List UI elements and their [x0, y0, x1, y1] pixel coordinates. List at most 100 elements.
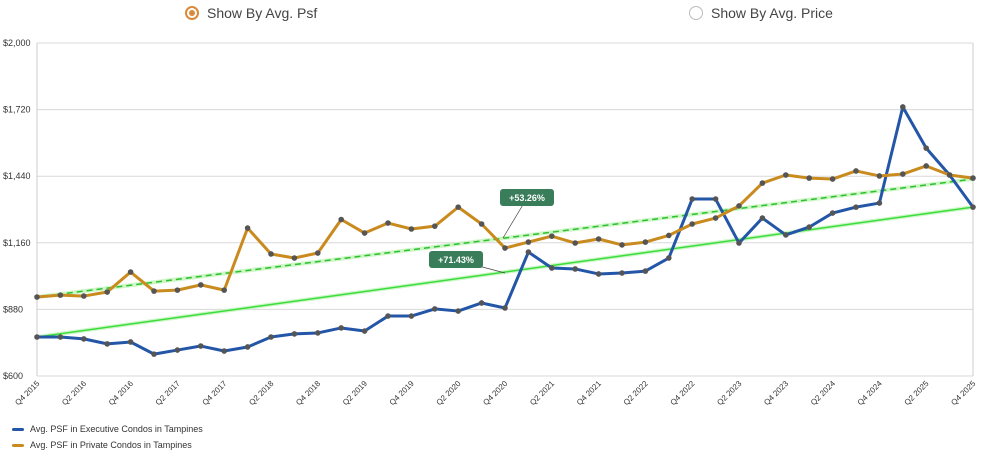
x-tick-label: Q4 2021 — [575, 379, 603, 407]
trendline — [36, 206, 974, 338]
data-point — [876, 200, 883, 206]
data-point — [642, 239, 649, 245]
radio-selected-icon[interactable] — [185, 6, 199, 20]
data-point — [81, 293, 87, 299]
data-point — [642, 268, 649, 274]
x-tick-label: Q2 2023 — [715, 379, 743, 407]
radio-unselected-icon[interactable] — [689, 6, 703, 20]
data-point — [221, 287, 227, 293]
show-by-price-radio[interactable]: Show By Avg. Price — [689, 5, 833, 21]
data-point — [198, 343, 204, 349]
show-by-price-label: Show By Avg. Price — [711, 5, 833, 21]
x-tick-label: Q2 2025 — [903, 379, 931, 407]
data-point — [525, 249, 532, 255]
data-point — [198, 282, 204, 288]
data-point — [455, 308, 462, 314]
data-point — [104, 341, 110, 347]
data-point — [806, 175, 812, 181]
data-point — [783, 232, 789, 238]
data-point — [127, 269, 134, 275]
data-point — [478, 300, 485, 306]
data-point — [970, 204, 976, 210]
x-tick-label: Q4 2023 — [762, 379, 790, 407]
data-point — [549, 233, 555, 239]
data-point — [595, 271, 602, 277]
y-tick-label: $2,000 — [3, 38, 31, 48]
data-point — [923, 163, 929, 169]
data-point — [57, 292, 64, 298]
data-point — [151, 351, 157, 357]
data-point — [689, 196, 695, 202]
x-tick-label: Q4 2022 — [669, 379, 697, 407]
x-tick-label: Q4 2025 — [949, 379, 977, 407]
data-point — [970, 175, 976, 181]
legend-label: Avg. PSF in Private Condos in Tampines — [30, 440, 192, 450]
data-point — [81, 336, 87, 342]
data-point — [361, 230, 368, 236]
data-point — [853, 204, 859, 210]
show-by-psf-radio[interactable]: Show By Avg. Psf — [185, 5, 317, 21]
legend-swatch-orange — [12, 443, 24, 447]
x-tick-label: Q4 2015 — [13, 379, 41, 407]
legend-label: Avg. PSF in Executive Condos in Tampines — [30, 424, 203, 434]
x-tick-label: Q4 2024 — [856, 379, 884, 407]
data-point — [268, 334, 274, 340]
x-tick-label: Q2 2022 — [622, 379, 650, 407]
data-point — [34, 334, 40, 340]
legend-item-private[interactable]: Avg. PSF in Private Condos in Tampines — [12, 440, 192, 450]
x-tick-label: Q4 2018 — [294, 379, 322, 407]
annotation-box — [429, 251, 483, 268]
legend-swatch-blue — [12, 427, 24, 431]
data-point — [572, 240, 578, 246]
data-point — [244, 344, 251, 350]
data-point — [783, 172, 789, 178]
data-point — [174, 287, 181, 293]
data-point — [736, 203, 742, 209]
data-point — [338, 325, 345, 331]
data-point — [619, 270, 625, 276]
data-point — [946, 172, 953, 178]
data-point — [221, 348, 227, 354]
data-point — [478, 221, 485, 227]
data-point — [806, 224, 812, 230]
data-point — [666, 255, 672, 261]
data-point — [759, 180, 766, 186]
data-point — [666, 232, 672, 239]
data-point — [104, 289, 110, 295]
data-point — [268, 251, 274, 257]
x-tick-label: Q2 2020 — [435, 379, 463, 407]
legend-item-executive[interactable]: Avg. PSF in Executive Condos in Tampines — [12, 424, 203, 434]
data-point — [127, 339, 134, 345]
x-tick-label: Q2 2018 — [247, 379, 275, 407]
data-point — [829, 176, 836, 182]
x-tick-label: Q2 2019 — [341, 379, 369, 407]
trendline — [36, 178, 974, 298]
annotation-box — [500, 189, 554, 206]
data-point — [619, 242, 625, 248]
data-point — [151, 288, 157, 294]
data-point — [759, 215, 766, 221]
data-point — [408, 226, 415, 232]
data-point — [853, 168, 859, 174]
data-point — [291, 255, 298, 261]
data-point — [361, 328, 368, 334]
x-tick-label: Q2 2021 — [528, 379, 556, 407]
data-point — [57, 334, 64, 340]
data-point — [34, 294, 40, 300]
data-point — [549, 265, 555, 271]
data-point — [712, 196, 719, 202]
show-by-psf-label: Show By Avg. Psf — [207, 5, 318, 21]
data-point — [900, 171, 906, 177]
data-point — [712, 215, 719, 221]
y-tick-label: $1,720 — [3, 105, 31, 115]
data-point — [900, 104, 906, 110]
annotation-label: +53.26% — [509, 193, 545, 203]
x-tick-label: Q4 2016 — [107, 379, 135, 407]
data-point — [923, 145, 929, 151]
data-point — [432, 223, 438, 229]
y-tick-label: $880 — [3, 304, 23, 314]
data-point — [408, 313, 415, 319]
data-point — [291, 331, 298, 337]
data-point — [572, 266, 578, 272]
data-point — [455, 204, 462, 210]
